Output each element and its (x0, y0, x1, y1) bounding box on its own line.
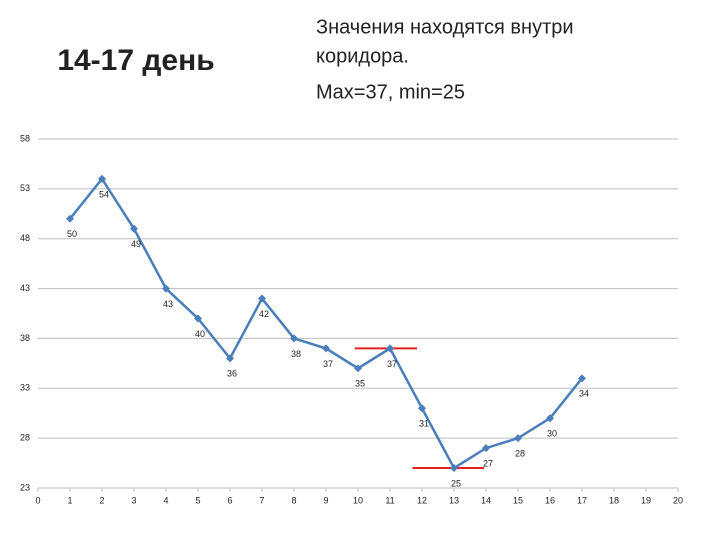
y-tick-label: 58 (20, 133, 30, 143)
data-label: 34 (579, 389, 589, 399)
marker (162, 284, 170, 293)
x-tick-label: 8 (291, 495, 296, 505)
x-tick-label: 7 (259, 495, 264, 505)
data-label: 31 (419, 419, 429, 429)
x-tick-label: 4 (163, 495, 168, 505)
x-tick-label: 10 (353, 495, 363, 505)
x-tick-label: 5 (195, 495, 200, 505)
chart-title: 14-17 день (57, 44, 214, 77)
y-tick-label: 48 (20, 233, 30, 243)
data-label: 50 (67, 229, 77, 239)
marker (546, 414, 554, 423)
marker (194, 314, 202, 323)
x-tick-label: 19 (641, 495, 651, 505)
marker (482, 444, 490, 453)
marker (322, 344, 330, 353)
y-tick-label: 43 (20, 283, 30, 293)
data-label: 36 (227, 369, 237, 379)
data-label: 35 (355, 379, 365, 389)
x-tick-label: 1 (67, 495, 72, 505)
marker (578, 374, 586, 383)
y-tick-label: 28 (20, 433, 30, 443)
x-tick-label: 16 (545, 495, 555, 505)
marker (66, 214, 74, 223)
annotation: Max=37, min=25 (316, 81, 465, 103)
marker (290, 334, 298, 343)
data-label: 25 (451, 478, 461, 488)
data-label: 28 (515, 449, 525, 459)
marker (226, 354, 234, 363)
data-label: 30 (547, 429, 557, 439)
x-tick-label: 12 (417, 495, 427, 505)
x-tick-label: 14 (481, 495, 491, 505)
data-label: 49 (131, 239, 141, 249)
marker (98, 174, 106, 183)
marker (514, 434, 522, 443)
line (69, 176, 583, 470)
y-tick-label: 38 (20, 333, 30, 343)
x-tick-label: 3 (131, 495, 136, 505)
data-label: 37 (387, 359, 397, 369)
x-tick-label: 0 (35, 495, 40, 505)
marker (354, 364, 362, 373)
data-label: 38 (291, 349, 301, 359)
marker (258, 294, 266, 303)
y-tick-label: 33 (20, 383, 30, 393)
data-label: 54 (99, 189, 109, 199)
marker (450, 464, 458, 473)
annotation: Значения находятся внутри (316, 16, 574, 38)
annotation: коридора. (316, 45, 409, 67)
x-tick-label: 6 (227, 495, 232, 505)
data-label: 43 (163, 299, 173, 309)
x-tick-label: 2 (99, 495, 104, 505)
x-tick-label: 9 (323, 495, 328, 505)
marker (130, 224, 138, 233)
marker (386, 344, 394, 353)
data-label: 42 (259, 309, 269, 319)
data-label: 40 (195, 329, 205, 339)
x-tick-label: 20 (673, 495, 683, 505)
x-tick-label: 15 (513, 495, 523, 505)
x-tick-label: 18 (609, 495, 619, 505)
x-tick-label: 11 (385, 495, 394, 505)
x-tick-label: 17 (577, 495, 587, 505)
data-label: 37 (323, 359, 333, 369)
marker (418, 404, 426, 413)
x-tick-label: 13 (449, 495, 459, 505)
y-tick-label: 53 (20, 183, 30, 193)
data-label: 27 (483, 458, 493, 468)
y-tick-label: 23 (20, 482, 30, 492)
